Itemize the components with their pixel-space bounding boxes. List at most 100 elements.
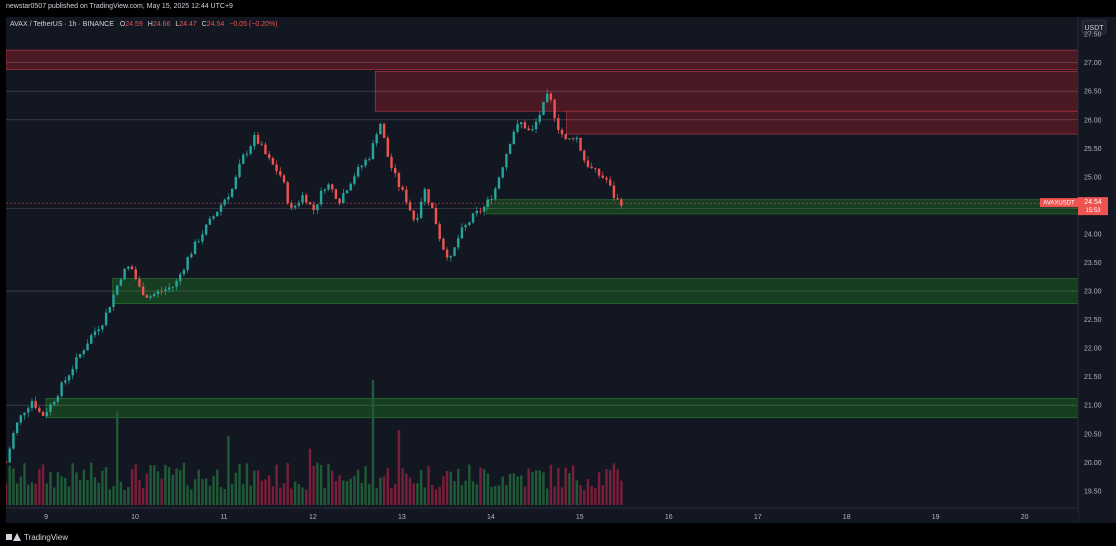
legend-symbol: AVAX / TetherUS · 1h · BINANCE: [10, 21, 114, 28]
price-axis[interactable]: [1078, 17, 1116, 523]
volume-bar: [249, 485, 252, 505]
volume-bar: [104, 467, 108, 505]
support-zone: [486, 199, 1078, 215]
candle-body: [156, 291, 160, 294]
candle-body: [353, 176, 356, 184]
candle-body: [445, 249, 449, 258]
volume-bar: [338, 475, 341, 505]
candle-body: [305, 195, 308, 203]
price-tag-countdown: 15:53: [1085, 208, 1101, 214]
x-tick-label: 17: [754, 514, 762, 521]
x-tick-label: 19: [932, 514, 940, 521]
x-tick-label: 11: [220, 514, 227, 521]
volume-bar: [8, 465, 11, 505]
candle-body: [442, 238, 445, 250]
y-tick-label: 20.50: [1084, 431, 1102, 438]
candle-body: [34, 401, 37, 408]
volume-bar: [345, 480, 349, 505]
volume-bar: [453, 481, 456, 505]
candle-body: [279, 171, 282, 176]
volume-bar: [156, 471, 160, 505]
volume-bar: [193, 479, 197, 505]
legend-o-label: O: [120, 21, 126, 28]
candle-body: [275, 164, 278, 172]
volume-bar: [97, 482, 100, 505]
volume-bar: [256, 470, 260, 505]
volume-bar: [15, 483, 19, 505]
volume-bar: [527, 468, 530, 505]
y-tick-label: 26.00: [1084, 117, 1102, 124]
volume-bar: [308, 448, 312, 505]
volume-bar: [305, 489, 308, 505]
candle-body: [149, 296, 152, 298]
candle-body: [253, 134, 256, 147]
candle-body: [334, 189, 338, 199]
resistance-zone: [566, 110, 1078, 135]
candle-body: [609, 179, 612, 186]
volume-bar: [286, 463, 289, 505]
candle-body: [12, 433, 15, 449]
candle-body: [38, 407, 41, 412]
x-tick-label: 14: [487, 514, 495, 521]
candle-body: [356, 167, 360, 177]
candle-body: [167, 287, 171, 290]
candle-body: [464, 224, 467, 228]
candle-body: [8, 448, 11, 463]
resistance-zone: [6, 49, 1078, 70]
volume-bar: [293, 481, 297, 505]
volume-bar: [501, 476, 504, 505]
volume-bar: [171, 474, 175, 505]
candle-body: [364, 159, 367, 166]
candle-body: [412, 210, 415, 220]
volume-bar: [78, 480, 82, 505]
price-tag-symbol-bg: [1040, 198, 1078, 208]
volume-bar: [264, 479, 267, 505]
candle-body: [586, 160, 590, 167]
volume-bar: [531, 471, 534, 505]
candle-body: [23, 412, 26, 416]
volume-bar: [490, 486, 493, 505]
candle-body: [338, 198, 341, 204]
volume-bar: [464, 480, 467, 505]
volume-bar: [342, 480, 345, 505]
volume-bar: [312, 465, 315, 505]
volume-bar: [382, 476, 386, 505]
candle-body: [6, 462, 8, 464]
candle-body: [390, 156, 393, 168]
candle-body: [245, 153, 249, 155]
candle-body: [297, 202, 301, 206]
candle-body: [175, 280, 178, 287]
volume-bar: [427, 466, 430, 505]
volume-bar: [571, 465, 575, 505]
time-axis[interactable]: [6, 508, 1078, 523]
volume-bar: [616, 469, 619, 505]
candle-body: [93, 331, 97, 336]
candle-body: [86, 343, 89, 351]
volume-bar: [116, 411, 119, 505]
candle-body: [45, 412, 48, 416]
candle-body: [308, 202, 312, 205]
candle-body: [401, 187, 404, 190]
volume-bar: [486, 473, 490, 505]
candle-body: [164, 289, 167, 292]
volume-bar: [568, 472, 571, 505]
candle-body: [197, 241, 200, 243]
candle-body: [482, 206, 486, 212]
currency-badge[interactable]: [1081, 19, 1107, 35]
candle-body: [78, 354, 82, 358]
volume-bar: [297, 484, 301, 505]
volume-bar: [460, 485, 464, 505]
volume-bar: [371, 380, 375, 505]
candles-layer: [6, 89, 623, 464]
candle-body: [242, 154, 245, 164]
volume-bar: [542, 472, 545, 505]
candle-body: [312, 204, 315, 211]
volume-bar: [56, 472, 60, 505]
x-tick-label: 10: [131, 514, 139, 521]
volume-bar: [360, 482, 364, 505]
x-tick-label: 15: [576, 514, 584, 521]
volume-bar: [445, 470, 449, 505]
x-tick-label: 13: [398, 514, 406, 521]
volume-bar: [612, 463, 616, 505]
